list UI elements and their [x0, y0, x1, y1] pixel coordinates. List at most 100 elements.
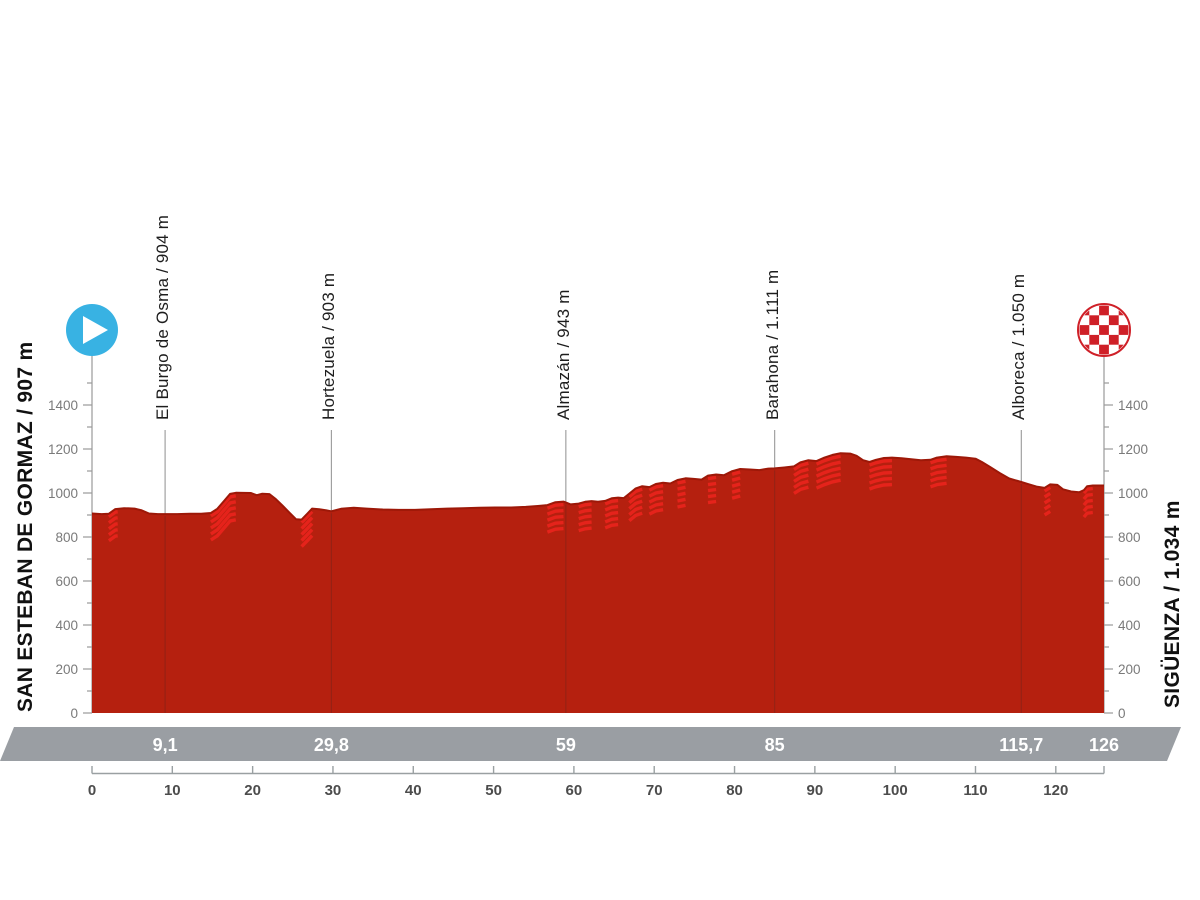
y-axis-tick-label-left: 200 — [55, 662, 78, 677]
climb-hatch-stripe — [815, 460, 841, 472]
climb-hatch-stripe — [209, 506, 237, 530]
climb-hatch-stripe — [648, 490, 664, 498]
climb-hatch-stripe — [209, 500, 237, 524]
climb-hatch-stripe — [578, 526, 592, 533]
distance-band-label: 115,7 — [999, 735, 1043, 755]
climb-hatch-stripe — [578, 514, 592, 521]
climb-hatch-stripe — [793, 479, 809, 489]
y-axis-tick-label-right: 1200 — [1118, 442, 1148, 457]
climb-hatch-stripe — [578, 520, 592, 527]
waypoint-label: Hortezuela / 903 m — [319, 272, 339, 420]
climb-hatch-stripe — [628, 487, 643, 499]
climb-hatch-stripe — [604, 510, 619, 518]
checker-square — [1108, 334, 1119, 345]
ruler-tick-label: 70 — [646, 782, 663, 799]
climb-hatch-stripe — [546, 526, 564, 534]
climb-hatch-stripe — [815, 478, 841, 490]
climb-hatch-stripe — [868, 470, 893, 479]
climb-hatch-stripe — [868, 458, 893, 467]
climb-hatch-stripe — [929, 463, 947, 471]
climb-hatch-stripe — [793, 473, 809, 483]
y-axis-tick-label-right: 800 — [1118, 530, 1141, 545]
y-axis-tick-label-right: 200 — [1118, 662, 1141, 677]
climb-hatch-stripe — [578, 508, 592, 515]
play-start-icon — [66, 304, 118, 356]
distance-band-label: 85 — [765, 735, 785, 755]
climb-hatch-stripe — [707, 487, 717, 493]
climb-hatch-stripe — [793, 467, 809, 477]
ruler-tick-label: 50 — [485, 782, 502, 799]
climb-hatch-stripe — [929, 481, 947, 489]
checkered-finish-icon — [1077, 303, 1131, 357]
climb-hatch-stripe — [707, 481, 717, 487]
climb-hatch-stripe — [578, 502, 592, 509]
climb-hatch-stripe — [677, 497, 686, 503]
climb-hatch-stripe — [707, 499, 717, 505]
climb-hatch-stripe — [648, 484, 664, 492]
profile-top-edge — [91, 452, 1104, 521]
y-axis-tick-label-left: 1400 — [48, 398, 78, 413]
climb-hatch-stripe — [107, 522, 118, 531]
climb-hatch-stripe — [546, 508, 564, 516]
play-triangle — [83, 316, 108, 344]
climb-hatch-stripe — [604, 522, 619, 530]
climb-hatch-stripe — [628, 499, 643, 511]
climb-hatch-stripe — [815, 472, 841, 484]
waypoint-label: Almazán / 943 m — [553, 289, 573, 420]
climb-hatch-stripe — [707, 493, 717, 499]
climb-hatch-stripe — [546, 514, 564, 522]
climb-hatch-stripe — [1043, 485, 1052, 493]
climb-hatch-stripe — [1043, 509, 1052, 517]
climb-hatch-stripe — [793, 461, 809, 471]
climb-hatch-stripe — [648, 496, 664, 504]
climb-hatch-stripe — [1043, 491, 1052, 499]
distance-band-label: 59 — [556, 735, 576, 755]
elevation-profile-area — [92, 453, 1104, 713]
distance-band-label: 9,1 — [153, 735, 178, 755]
climb-hatch-stripe — [815, 454, 841, 466]
ruler-tick-label: 80 — [726, 782, 743, 799]
climb-hatch-stripe — [868, 482, 893, 491]
y-axis-tick-label-left: 1200 — [48, 442, 78, 457]
y-axis-tick-label-right: 0 — [1118, 706, 1126, 721]
ruler-tick-label: 20 — [244, 782, 261, 799]
climb-hatch-stripe — [1043, 503, 1052, 511]
climb-hatch-stripe — [648, 508, 664, 516]
climb-hatch-stripe — [929, 457, 947, 465]
climb-hatch-stripe — [300, 516, 314, 530]
y-axis-tick-label-right: 400 — [1118, 618, 1141, 633]
climb-hatch-stripe — [209, 494, 237, 518]
climb-hatch-stripe — [868, 476, 893, 485]
climb-hatch-stripe — [731, 488, 741, 494]
climb-hatch-stripe — [300, 528, 314, 542]
climb-hatch-stripe — [1082, 486, 1094, 495]
checker-square — [1099, 344, 1109, 355]
checker-square — [1099, 305, 1109, 316]
climb-hatch-stripe — [707, 475, 717, 481]
finish-location-label: SIGÜENZA / 1.034 m — [1161, 500, 1184, 708]
climb-hatch-stripe — [209, 518, 237, 542]
climb-hatch-stripe — [1082, 492, 1094, 501]
ruler-tick-label: 40 — [405, 782, 422, 799]
ruler-tick-label: 100 — [883, 782, 908, 799]
checker-square — [1108, 315, 1119, 326]
climb-hatch-stripe — [731, 470, 741, 476]
climb-hatch-stripe — [793, 485, 809, 495]
climb-hatch-stripe — [648, 502, 664, 510]
distance-band — [0, 727, 1181, 761]
ruler-tick-label: 10 — [164, 782, 181, 799]
y-axis-tick-label-right: 1400 — [1118, 398, 1148, 413]
y-axis-tick-label-left: 1000 — [48, 486, 78, 501]
climb-hatch-stripe — [628, 505, 643, 517]
climb-hatch-stripe — [604, 516, 619, 524]
ruler-tick-label: 60 — [566, 782, 583, 799]
climb-hatch-stripe — [815, 466, 841, 478]
climb-hatch-stripe — [107, 528, 118, 537]
climb-hatch-stripe — [604, 504, 619, 512]
start-location-label: SAN ESTEBAN DE GORMAZ / 907 m — [14, 341, 37, 712]
y-axis-tick-label-left: 400 — [55, 618, 78, 633]
climb-hatch-stripe — [731, 476, 741, 482]
climb-hatch-stripe — [677, 485, 686, 491]
climb-hatch-stripe — [929, 475, 947, 483]
